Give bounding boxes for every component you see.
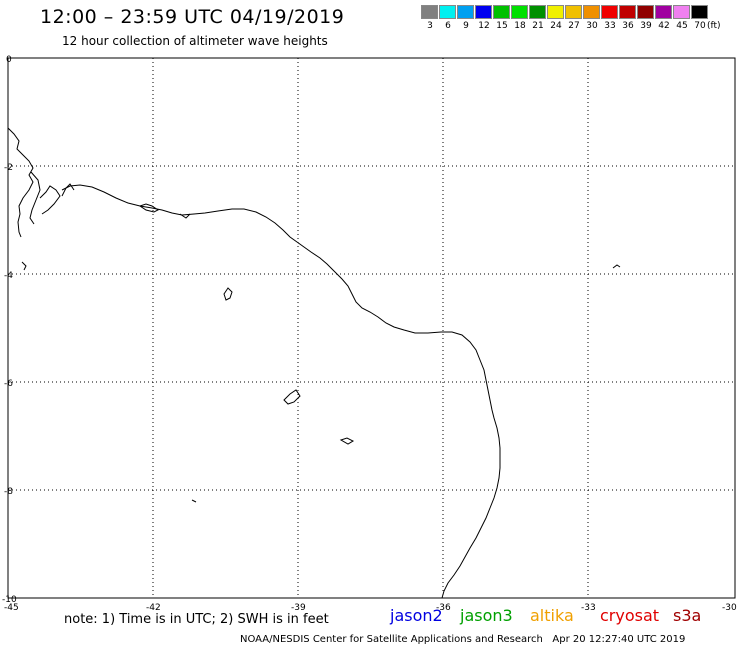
legend-labels: 3 6 9 12 15 18 21 24 27 30 33 36 39 42 45 70 (ft)	[421, 21, 721, 31]
legend-swatch	[529, 5, 546, 19]
legend-value-label: 45	[676, 21, 688, 31]
y-tick-label: 0	[6, 55, 12, 65]
gridlines	[8, 58, 735, 598]
legend-swatch	[457, 5, 474, 19]
y-tick-label: -2	[4, 163, 13, 173]
footer-agency: NOAA/NESDIS Center for Satellite Applica…	[240, 634, 543, 645]
legend-value-label: 36	[622, 21, 634, 31]
legend-value-label: 6	[445, 21, 451, 31]
legend-swatch	[655, 5, 672, 19]
legend-value-label: 24	[550, 21, 562, 31]
legend-value-label: 42	[658, 21, 670, 31]
satellite-label-cryosat: cryosat	[600, 606, 660, 625]
y-tick-label: -6	[4, 379, 13, 389]
coastline	[7, 127, 621, 599]
legend-swatch	[547, 5, 564, 19]
legend-value-label: 39	[640, 21, 652, 31]
map-subtitle: 12 hour collection of altimeter wave hei…	[62, 34, 328, 48]
map-frame	[7, 57, 736, 599]
x-tick-label: -42	[146, 603, 161, 613]
color-legend	[421, 5, 709, 19]
y-tick-label: -8	[4, 487, 13, 497]
x-axis-ticks: -45 -42 -39 -36 -33 -30	[4, 603, 737, 613]
y-axis-ticks: 0 -2 -4 -6 -8 -10	[2, 55, 17, 605]
legend-swatch	[619, 5, 636, 19]
y-tick-label: -10	[2, 595, 17, 605]
legend-swatch	[691, 5, 708, 19]
y-tick-label: -4	[4, 271, 13, 281]
map-title: 12:00 – 23:59 UTC 04/19/2019	[40, 6, 345, 28]
x-tick-label: -33	[581, 603, 596, 613]
satellite-label-altika: altika	[530, 606, 574, 625]
note-text: note: 1) Time is in UTC; 2) SWH is in fe…	[64, 612, 329, 627]
legend-swatch	[637, 5, 654, 19]
x-tick-label: -30	[722, 603, 737, 613]
legend-swatch	[565, 5, 582, 19]
legend-swatch	[601, 5, 618, 19]
legend-value-label: 33	[604, 21, 616, 31]
legend-value-label: 9	[463, 21, 469, 31]
legend-value-label: 70	[694, 21, 706, 31]
footer-credit: NOAA/NESDIS Center for Satellite Applica…	[240, 634, 685, 645]
legend-value-label: 12	[478, 21, 490, 31]
legend-swatch	[421, 5, 438, 19]
legend-swatch	[583, 5, 600, 19]
x-tick-label: -45	[4, 603, 19, 613]
satellite-label-s3a: s3a	[673, 606, 702, 625]
satellite-label-jason2: jason2	[390, 606, 443, 625]
footer-timestamp: Apr 20 12:27:40 UTC 2019	[552, 634, 686, 645]
legend-swatch	[673, 5, 690, 19]
legend-unit-label: (ft)	[707, 21, 721, 31]
legend-value-label: 21	[532, 21, 544, 31]
legend-swatch	[511, 5, 528, 19]
legend-value-label: 30	[586, 21, 598, 31]
legend-swatch	[493, 5, 510, 19]
x-tick-label: -36	[436, 603, 451, 613]
legend-swatch	[439, 5, 456, 19]
legend-swatch	[475, 5, 492, 19]
legend-value-label: 18	[514, 21, 526, 31]
x-tick-label: -39	[291, 603, 306, 613]
satellite-label-jason3: jason3	[460, 606, 513, 625]
legend-value-label: 3	[427, 21, 433, 31]
legend-value-label: 27	[568, 21, 580, 31]
legend-value-label: 15	[496, 21, 508, 31]
